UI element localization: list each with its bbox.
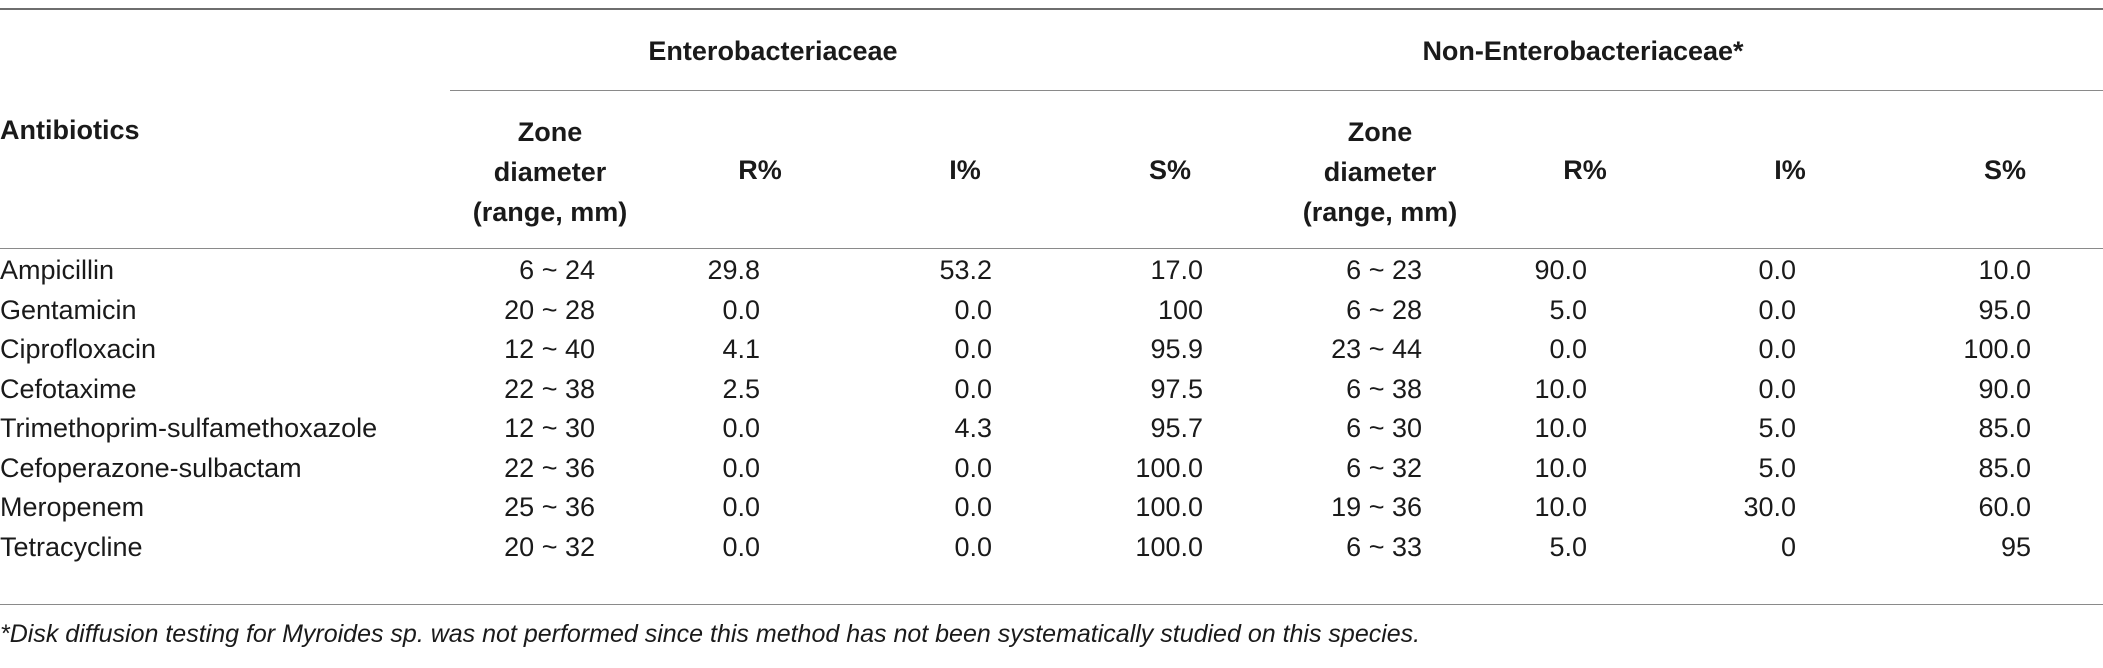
non-entero-s-value: 10.0	[1978, 255, 2031, 285]
entero-s-header: S%	[1148, 155, 1192, 185]
entero-r-value: 2.5	[722, 373, 760, 404]
non-entero-i-header: I%	[1774, 155, 1806, 185]
non-entero-r-value: 10.0	[1534, 492, 1587, 522]
entero-s-value: 17.0	[1150, 255, 1203, 285]
non-entero-s-value: 85.0	[1978, 413, 2031, 443]
non-entero-zone-range: 6 ~ 38	[1346, 373, 1422, 404]
non-entero-zone-header: Zone diameter (range, mm)	[1270, 112, 1490, 232]
entero-zone-range: 20 ~ 28	[504, 294, 595, 325]
non-entero-r-value: 5.0	[1549, 531, 1587, 562]
non-entero-i-value: 5.0	[1758, 413, 1796, 443]
non-entero-s-value: 95	[2000, 531, 2031, 562]
entero-zone-range: 25 ~ 36	[504, 492, 595, 522]
non-entero-r-value: 10.0	[1534, 413, 1587, 443]
entero-i-value: 0.0	[954, 452, 992, 483]
entero-i-value: 0.0	[954, 334, 992, 364]
non-entero-r-value: 0.0	[1549, 334, 1587, 364]
bottom-rule	[0, 604, 2103, 605]
group-rule	[450, 90, 2103, 91]
non-entero-i-value: 0.0	[1758, 255, 1796, 285]
entero-zone-range: 6 ~ 24	[519, 255, 595, 285]
entero-r-value: 0.0	[722, 413, 760, 443]
entero-r-value: 0.0	[722, 492, 760, 522]
zone-line-3: (range, mm)	[472, 197, 628, 227]
non-entero-s-value: 60.0	[1978, 492, 2031, 522]
antibiotic-name: Gentamicin	[0, 294, 137, 325]
entero-zone-range: 12 ~ 40	[504, 334, 595, 364]
non-entero-s-header: S%	[1983, 155, 2027, 185]
zone-line-1: Zone	[517, 117, 583, 147]
non-entero-i-value: 0.0	[1758, 294, 1796, 325]
non-entero-zone-range: 6 ~ 33	[1346, 531, 1422, 562]
entero-zone-range: 22 ~ 36	[504, 452, 595, 483]
non-entero-i-value: 0	[1780, 531, 1796, 562]
antibiotic-name: Trimethoprim-sulfamethoxazole	[0, 413, 378, 443]
non-entero-s-value: 100.0	[1963, 334, 2031, 364]
entero-i-value: 53.2	[939, 255, 992, 285]
non-entero-s-value: 85.0	[1978, 452, 2031, 483]
entero-i-header: I%	[949, 155, 981, 185]
entero-s-value: 97.5	[1150, 373, 1203, 404]
non-entero-zone-range: 6 ~ 23	[1346, 255, 1422, 285]
entero-i-value: 4.3	[954, 413, 992, 443]
entero-r-header: R%	[738, 155, 782, 185]
entero-s-value: 100	[1157, 294, 1203, 325]
antibiotic-name: Cefoperazone-sulbactam	[0, 452, 302, 483]
non-entero-r-value: 10.0	[1534, 452, 1587, 483]
entero-s-value: 100.0	[1135, 531, 1203, 562]
entero-s-value: 100.0	[1135, 452, 1203, 483]
entero-r-value: 0.0	[722, 452, 760, 483]
non-entero-zone-range: 19 ~ 36	[1331, 492, 1422, 522]
entero-s-value: 95.9	[1150, 334, 1203, 364]
zone-line-1: Zone	[1347, 117, 1413, 147]
entero-r-value: 0.0	[722, 294, 760, 325]
entero-i-value: 0.0	[954, 373, 992, 404]
non-entero-i-value: 0.0	[1758, 373, 1796, 404]
entero-r-value: 0.0	[722, 531, 760, 562]
entero-i-value: 0.0	[954, 492, 992, 522]
antibiotic-name: Cefotaxime	[0, 373, 137, 404]
antibiotic-name: Tetracycline	[0, 531, 143, 562]
header-rule	[0, 248, 2103, 249]
non-entero-r-value: 10.0	[1534, 373, 1587, 404]
non-entero-s-value: 90.0	[1978, 373, 2031, 404]
zone-line-2: diameter	[493, 157, 607, 187]
group-header-non-enterobacteriaceae: Non-Enterobacteriaceae*	[1422, 36, 1744, 66]
entero-zone-range: 12 ~ 30	[504, 413, 595, 443]
non-entero-i-value: 0.0	[1758, 334, 1796, 364]
entero-r-value: 4.1	[722, 334, 760, 364]
non-entero-i-value: 5.0	[1758, 452, 1796, 483]
entero-r-value: 29.8	[707, 255, 760, 285]
antibiotic-name: Ciprofloxacin	[0, 334, 157, 364]
top-rule	[0, 8, 2103, 10]
non-entero-r-value: 5.0	[1549, 294, 1587, 325]
antibiotic-name: Ampicillin	[0, 255, 115, 285]
entero-zone-range: 22 ~ 38	[504, 373, 595, 404]
row-header-antibiotics: Antibiotics	[0, 115, 140, 145]
group-header-enterobacteriaceae: Enterobacteriaceae	[648, 36, 898, 66]
zone-line-2: diameter	[1323, 157, 1437, 187]
entero-i-value: 0.0	[954, 531, 992, 562]
non-entero-zone-range: 6 ~ 30	[1346, 413, 1422, 443]
non-entero-i-value: 30.0	[1743, 492, 1796, 522]
non-entero-s-value: 95.0	[1978, 294, 2031, 325]
zone-line-3: (range, mm)	[1302, 197, 1458, 227]
entero-s-value: 100.0	[1135, 492, 1203, 522]
non-entero-zone-range: 23 ~ 44	[1331, 334, 1422, 364]
entero-i-value: 0.0	[954, 294, 992, 325]
non-entero-r-value: 90.0	[1534, 255, 1587, 285]
entero-zone-header: Zone diameter (range, mm)	[440, 112, 660, 232]
antibiotic-name: Meropenem	[0, 492, 145, 522]
non-entero-zone-range: 6 ~ 28	[1346, 294, 1422, 325]
non-entero-r-header: R%	[1563, 155, 1607, 185]
entero-zone-range: 20 ~ 32	[504, 531, 595, 562]
entero-s-value: 95.7	[1150, 413, 1203, 443]
non-entero-zone-range: 6 ~ 32	[1346, 452, 1422, 483]
footnote: *Disk diffusion testing for Myroides sp.…	[0, 620, 1421, 648]
